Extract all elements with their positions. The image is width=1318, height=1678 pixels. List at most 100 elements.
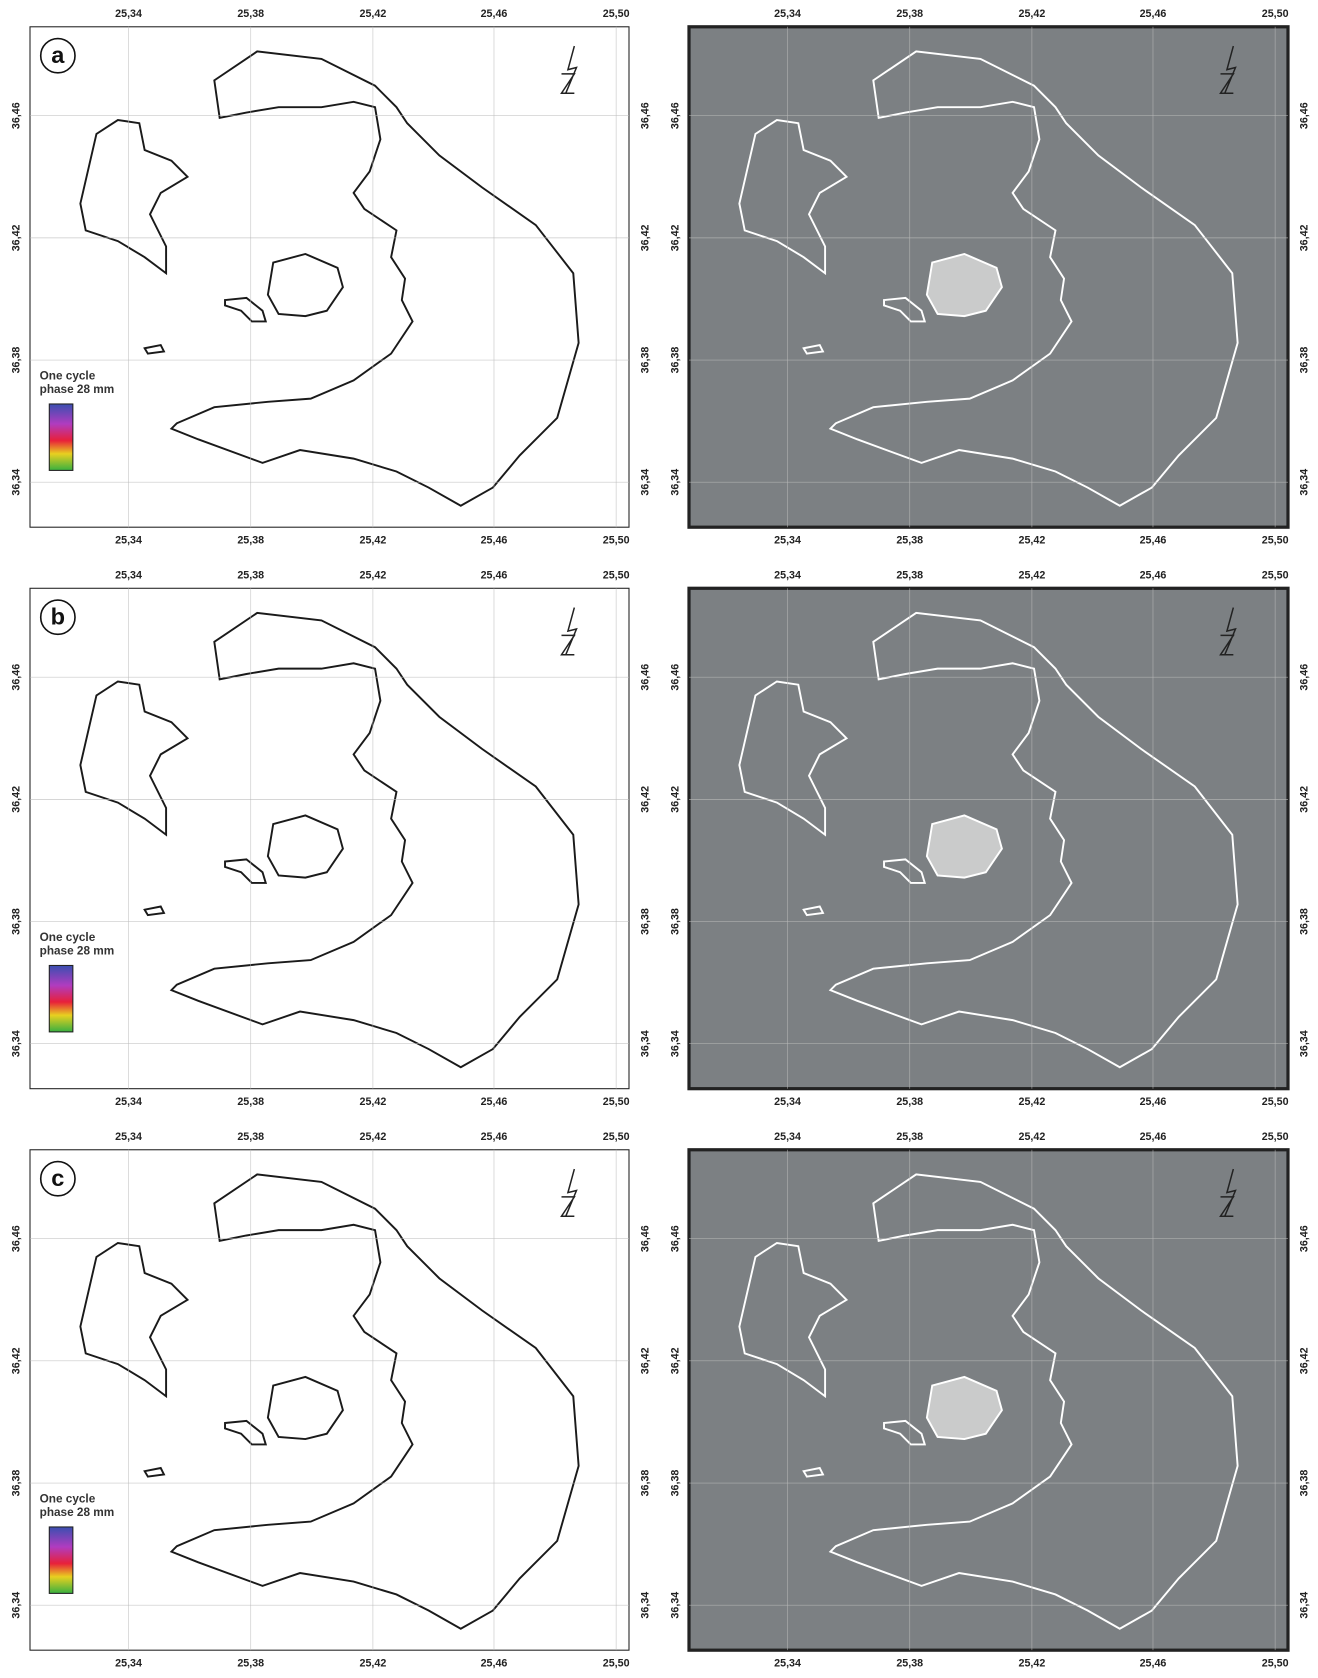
panel-label: a (51, 42, 65, 68)
x-tick-label: 25,50 (1262, 1131, 1289, 1143)
x-tick-label: 25,46 (481, 534, 508, 546)
y-tick-label: 36,42 (639, 786, 651, 813)
y-tick-label: 36,38 (1298, 347, 1310, 374)
interferogram-panel: 25,3425,3425,3825,3825,4225,4225,4625,46… (10, 8, 651, 546)
interferogram-panel: 25,3425,3425,3825,3825,4225,4225,4625,46… (10, 1131, 651, 1669)
phase-colorbar (49, 965, 73, 1031)
x-tick-label: 25,38 (896, 1096, 923, 1108)
x-tick-label: 25,46 (1140, 1131, 1167, 1143)
y-tick-label: 36,34 (1298, 1592, 1310, 1619)
panel-label: b (51, 604, 65, 630)
x-tick-label: 25,46 (1140, 1096, 1167, 1108)
phase-colorbar (49, 404, 73, 470)
x-tick-label: 25,42 (1018, 1131, 1045, 1143)
y-tick-label: 36,46 (669, 664, 681, 691)
y-tick-label: 36,42 (1298, 786, 1310, 813)
y-tick-label: 36,46 (1298, 1225, 1310, 1252)
y-tick-label: 36,46 (669, 1225, 681, 1252)
x-tick-label: 25,38 (237, 8, 264, 20)
y-tick-label: 36,38 (669, 347, 681, 374)
y-tick-label: 36,34 (10, 1592, 22, 1619)
x-tick-label: 25,42 (1018, 534, 1045, 546)
y-tick-label: 36,34 (639, 469, 651, 496)
x-tick-label: 25,42 (359, 8, 386, 20)
x-tick-label: 25,46 (481, 570, 508, 582)
x-tick-label: 25,38 (896, 534, 923, 546)
x-tick-label: 25,50 (1262, 1096, 1289, 1108)
x-tick-label: 25,46 (1140, 1657, 1167, 1669)
figure: 25,34 25,34 25,38 25,38 25,42 25,42 25,46 25,46… (0, 0, 1318, 1678)
legend-title: One cycle (40, 931, 96, 944)
x-tick-label: 25,42 (1018, 1096, 1045, 1108)
y-tick-label: 36,42 (639, 224, 651, 251)
y-tick-label: 36,34 (1298, 469, 1310, 496)
y-tick-label: 36,46 (10, 1225, 22, 1252)
y-tick-label: 36,38 (1298, 1470, 1310, 1497)
map-frame (30, 27, 629, 527)
legend-title: One cycle (40, 1492, 96, 1505)
x-tick-label: 25,34 (115, 1657, 142, 1669)
x-tick-label: 25,38 (237, 570, 264, 582)
x-tick-label: 25,50 (603, 570, 630, 582)
x-tick-label: 25,50 (603, 1657, 630, 1669)
x-tick-label: 25,46 (481, 1096, 508, 1108)
x-tick-label: 25,42 (1018, 1657, 1045, 1669)
y-tick-label: 36,46 (669, 102, 681, 129)
y-tick-label: 36,38 (639, 1470, 651, 1497)
legend-subtitle: phase 28 mm (40, 945, 115, 958)
y-tick-label: 36,42 (1298, 1347, 1310, 1374)
y-tick-label: 36,42 (10, 1347, 22, 1374)
x-tick-label: 25,34 (115, 8, 142, 20)
map-frame (30, 588, 629, 1088)
coherence-panel: 25,3425,3425,3825,3825,4225,4225,4625,46… (669, 1131, 1310, 1669)
x-tick-label: 25,50 (1262, 1657, 1289, 1669)
x-tick-label: 25,34 (774, 8, 801, 20)
x-tick-label: 25,38 (237, 1131, 264, 1143)
x-tick-label: 25,34 (115, 1096, 142, 1108)
y-tick-label: 36,34 (669, 469, 681, 496)
y-tick-label: 36,34 (639, 1030, 651, 1057)
phase-colorbar (49, 1527, 73, 1593)
panel-label: c (51, 1165, 64, 1191)
x-tick-label: 25,42 (359, 570, 386, 582)
interferogram-panel: 25,3425,3425,3825,3825,4225,4225,4625,46… (10, 570, 651, 1108)
y-tick-label: 36,38 (639, 347, 651, 374)
x-tick-label: 25,34 (774, 1096, 801, 1108)
legend-title: One cycle (40, 369, 96, 382)
legend-subtitle: phase 28 mm (40, 383, 115, 396)
x-tick-label: 25,46 (481, 1131, 508, 1143)
x-tick-label: 25,50 (1262, 534, 1289, 546)
x-tick-label: 25,38 (237, 534, 264, 546)
y-tick-label: 36,46 (639, 1225, 651, 1252)
x-tick-label: 25,50 (603, 1096, 630, 1108)
y-tick-label: 36,38 (1298, 908, 1310, 935)
legend-subtitle: phase 28 mm (40, 1506, 115, 1519)
x-tick-label: 25,42 (359, 1096, 386, 1108)
x-tick-label: 25,34 (774, 570, 801, 582)
y-tick-label: 36,34 (669, 1592, 681, 1619)
y-tick-label: 36,46 (639, 664, 651, 691)
y-tick-label: 36,42 (669, 786, 681, 813)
y-tick-label: 36,38 (669, 908, 681, 935)
x-tick-label: 25,38 (237, 1657, 264, 1669)
x-tick-label: 25,42 (1018, 570, 1045, 582)
x-tick-label: 25,50 (1262, 570, 1289, 582)
y-tick-label: 36,42 (10, 786, 22, 813)
x-tick-label: 25,46 (1140, 570, 1167, 582)
y-tick-label: 36,42 (10, 224, 22, 251)
x-tick-label: 25,34 (774, 1657, 801, 1669)
x-tick-label: 25,38 (237, 1096, 264, 1108)
x-tick-label: 25,46 (1140, 534, 1167, 546)
y-tick-label: 36,38 (669, 1470, 681, 1497)
y-tick-label: 36,46 (10, 664, 22, 691)
page: 25,34 25,34 25,38 25,38 25,42 25,42 25,46 25,46… (0, 0, 1318, 1678)
map-frame (30, 1150, 629, 1650)
x-tick-label: 25,50 (603, 1131, 630, 1143)
x-tick-label: 25,46 (1140, 8, 1167, 20)
y-tick-label: 36,46 (1298, 664, 1310, 691)
x-tick-label: 25,38 (896, 570, 923, 582)
x-tick-label: 25,34 (774, 1131, 801, 1143)
y-tick-label: 36,42 (669, 224, 681, 251)
x-tick-label: 25,42 (359, 1657, 386, 1669)
y-tick-label: 36,34 (10, 1030, 22, 1057)
